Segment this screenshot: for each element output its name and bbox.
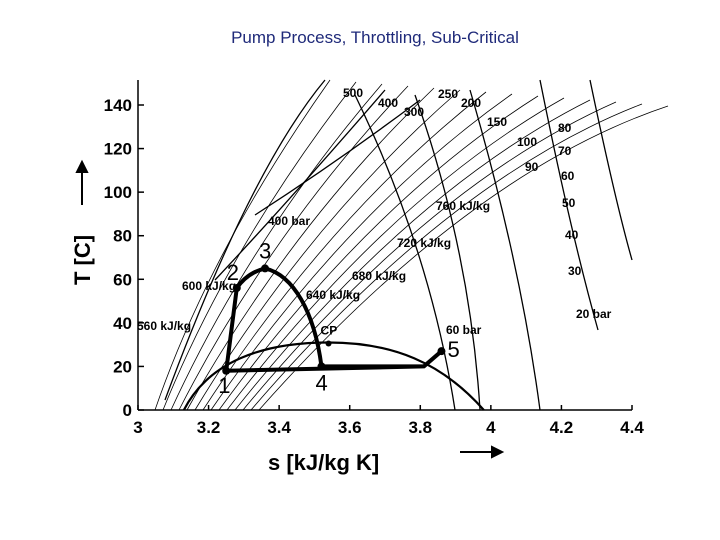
x-axis-title: s [kJ/kg K]: [268, 450, 379, 475]
isobar-line: [170, 83, 383, 411]
isobar-label: 250: [438, 87, 458, 101]
y-tick-label: 0: [123, 401, 132, 420]
isobar-line: [210, 93, 513, 411]
x-tick-label: 3.8: [408, 418, 432, 437]
isenthalp-label: 680 kJ/kg: [352, 269, 406, 283]
cycle-point-marker: [437, 347, 446, 356]
y-tick-label: 140: [104, 96, 132, 115]
x-tick-label: 4: [486, 418, 496, 437]
isobar-line: [250, 103, 643, 411]
isenthalp-label: 640 kJ/kg: [306, 288, 360, 302]
isobar-label: 200: [461, 96, 481, 110]
isenthalp-line: [414, 94, 481, 411]
isobar-line: [234, 99, 591, 411]
isobar-label: 400 bar: [268, 214, 310, 228]
cycle-path: [224, 266, 443, 373]
critical-point-label: CP: [321, 323, 338, 337]
isobar-label: 150: [487, 115, 507, 129]
isobar-label: 50: [562, 196, 576, 210]
isobar-label: 400: [378, 96, 398, 110]
y-tick-label: 100: [104, 183, 132, 202]
isobar-line: [178, 85, 409, 411]
isobar-label: 60 bar: [446, 323, 482, 337]
x-tick-label: 3.2: [197, 418, 221, 437]
isobar-label: 40: [565, 228, 579, 242]
cycle-point-marker: [232, 284, 241, 292]
isenthalp-label: 560 kJ/kg: [137, 319, 191, 333]
critical-point-marker: [325, 340, 332, 347]
isobar-label: 70: [558, 144, 572, 158]
isobar-label: 90: [525, 160, 539, 174]
property-lines: [154, 79, 669, 411]
isobar-line: [162, 81, 357, 411]
isobar-line: [186, 87, 435, 411]
y-tick-label: 80: [113, 227, 132, 246]
isenthalp-label: 760 kJ/kg: [436, 199, 490, 213]
isobar-label: 500: [343, 86, 363, 100]
isobar-label: 30: [568, 264, 582, 278]
isobar-line: [226, 97, 565, 411]
isobar-label: 300: [404, 105, 424, 119]
cycle-point-label: 1: [218, 373, 230, 398]
x-tick-label: 4.4: [620, 418, 644, 437]
cycle-point-marker: [222, 366, 231, 375]
isotherm-arc: [214, 89, 386, 281]
isenthalp-line: [539, 79, 599, 331]
x-tick-label: 3.6: [338, 418, 362, 437]
cycle-point-marker: [261, 264, 270, 273]
axes: [137, 80, 632, 411]
isenthalp-label: 600 kJ/kg: [182, 279, 236, 293]
isenthalp-label: 720 kJ/kg: [397, 236, 451, 250]
isobar-label: 80: [558, 121, 572, 135]
isenthalp-line: [469, 89, 541, 411]
isobar-label: 60: [561, 169, 575, 183]
slide-title: Pump Process, Throttling, Sub-Critical: [231, 28, 519, 47]
y-axis-title: T [C]: [70, 235, 95, 285]
isobar-label: 20 bar: [576, 307, 612, 321]
isobar-line: [154, 79, 331, 411]
x-tick-label: 3.4: [267, 418, 291, 437]
y-axis-arrow: [75, 159, 89, 205]
isobar-line: [242, 101, 617, 411]
y-tick-label: 60: [113, 270, 132, 289]
cycle-point-label: 3: [259, 238, 271, 263]
isobar-line: [218, 95, 539, 411]
cycle-point-marker: [317, 362, 326, 371]
isobar-label: 100: [517, 135, 537, 149]
x-tick-label: 4.2: [550, 418, 574, 437]
cycle-point-label: 5: [447, 337, 459, 362]
cycle-point-label: 4: [315, 370, 327, 395]
x-tick-label: 3: [133, 418, 142, 437]
x-axis-arrow: [460, 445, 505, 459]
cycle-point-label: 2: [227, 260, 239, 285]
y-tick-label: 40: [113, 314, 132, 333]
y-tick-label: 20: [113, 357, 132, 376]
isenthalp-line: [589, 79, 633, 261]
isotherm-arc: [164, 79, 326, 401]
y-tick-label: 120: [104, 140, 132, 159]
isenthalp-line: [354, 94, 456, 411]
isotherm-arc: [254, 99, 421, 216]
